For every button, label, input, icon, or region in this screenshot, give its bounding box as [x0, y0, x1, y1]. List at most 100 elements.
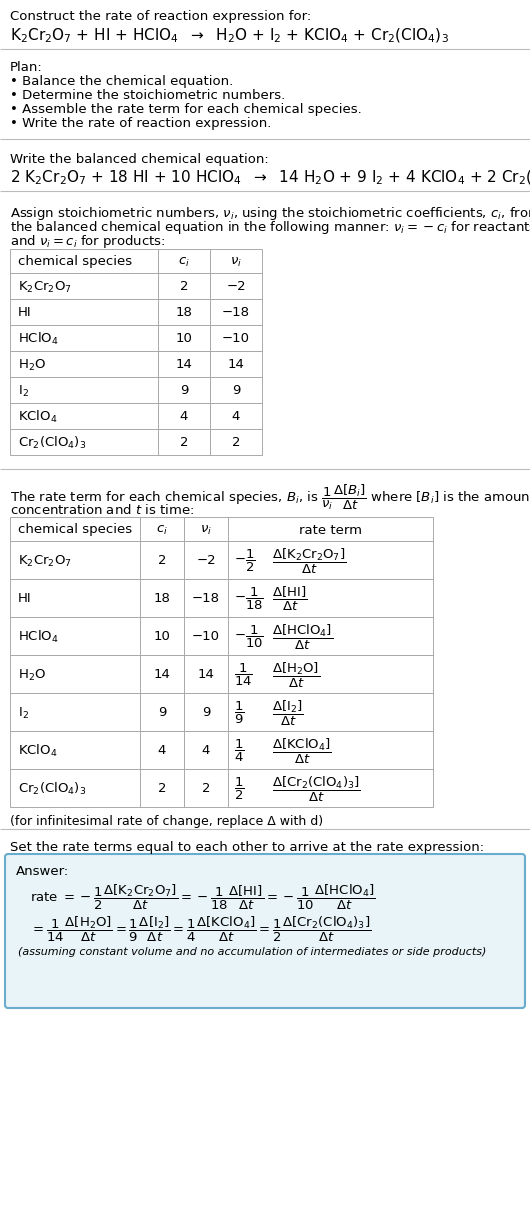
Text: $-\dfrac{1}{18}$: $-\dfrac{1}{18}$ [234, 586, 264, 612]
Bar [228, 693, 433, 731]
Text: 10: 10 [154, 631, 171, 644]
Bar [10, 579, 140, 617]
Bar [228, 617, 433, 655]
Text: • Write the rate of reaction expression.: • Write the rate of reaction expression. [10, 117, 271, 130]
Text: $\dfrac{\Delta[\mathregular{Cr_2(ClO_4)_3}]}{\Delta t}$: $\dfrac{\Delta[\mathregular{Cr_2(ClO_4)_… [272, 774, 361, 803]
Text: 10: 10 [175, 332, 192, 345]
Bar [10, 377, 158, 403]
Text: chemical species: chemical species [18, 256, 132, 268]
Bar [10, 769, 140, 807]
Text: $\nu_i$: $\nu_i$ [230, 255, 242, 268]
Bar [158, 352, 210, 377]
Bar [158, 325, 210, 352]
Bar [140, 693, 184, 731]
Text: 9: 9 [232, 384, 240, 397]
Bar [140, 541, 184, 579]
Bar [158, 403, 210, 429]
Text: 2: 2 [180, 436, 188, 449]
Text: 14: 14 [154, 668, 171, 681]
Text: 18: 18 [175, 307, 192, 319]
Text: $-\dfrac{1}{2}$: $-\dfrac{1}{2}$ [234, 548, 255, 574]
Text: 14: 14 [227, 359, 244, 372]
Bar [10, 655, 140, 693]
Bar [210, 300, 262, 325]
Text: Assign stoichiometric numbers, $\nu_i$, using the stoichiometric coefficients, $: Assign stoichiometric numbers, $\nu_i$, … [10, 205, 530, 222]
FancyBboxPatch shape [5, 854, 525, 1007]
Text: $\mathregular{I_2}$: $\mathregular{I_2}$ [18, 383, 29, 399]
Text: $\mathregular{I_2}$: $\mathregular{I_2}$ [18, 705, 29, 720]
Bar [184, 579, 228, 617]
Bar [10, 517, 140, 541]
Text: $\dfrac{1}{2}$: $\dfrac{1}{2}$ [234, 776, 244, 802]
Bar [210, 249, 262, 273]
Bar [10, 541, 140, 579]
Text: $\mathregular{H_2O}$: $\mathregular{H_2O}$ [18, 668, 46, 683]
Text: $\dfrac{1}{9}$: $\dfrac{1}{9}$ [234, 699, 244, 726]
Bar [184, 731, 228, 769]
Text: 2: 2 [180, 280, 188, 294]
Text: Write the balanced chemical equation:: Write the balanced chemical equation: [10, 153, 269, 165]
Text: $\dfrac{1}{14}$: $\dfrac{1}{14}$ [234, 662, 253, 689]
Text: $\dfrac{\Delta[\mathregular{I_2}]}{\Delta t}$: $\dfrac{\Delta[\mathregular{I_2}]}{\Delt… [272, 698, 304, 727]
Bar [210, 429, 262, 455]
Text: Construct the rate of reaction expression for:: Construct the rate of reaction expressio… [10, 10, 311, 23]
Text: $= \dfrac{1}{14}\dfrac{\Delta[\mathregular{H_2O}]}{\Delta t} = \dfrac{1}{9}\dfra: $= \dfrac{1}{14}\dfrac{\Delta[\mathregul… [30, 914, 372, 945]
Text: Set the rate terms equal to each other to arrive at the rate expression:: Set the rate terms equal to each other t… [10, 841, 484, 854]
Bar [158, 249, 210, 273]
Bar [10, 731, 140, 769]
Text: 9: 9 [202, 707, 210, 720]
Bar [184, 541, 228, 579]
Bar [10, 617, 140, 655]
Text: $\mathregular{KClO_4}$: $\mathregular{KClO_4}$ [18, 743, 58, 759]
Text: rate $= -\dfrac{1}{2}\dfrac{\Delta[\mathregular{K_2Cr_2O_7}]}{\Delta t} = -\dfra: rate $= -\dfrac{1}{2}\dfrac{\Delta[\math… [30, 883, 376, 912]
Text: 2: 2 [232, 436, 240, 449]
Bar [228, 769, 433, 807]
Text: 2: 2 [158, 554, 166, 568]
Text: (for infinitesimal rate of change, replace Δ with d): (for infinitesimal rate of change, repla… [10, 815, 323, 827]
Text: concentration and $t$ is time:: concentration and $t$ is time: [10, 503, 194, 517]
Bar [10, 352, 158, 377]
Text: $c_i$: $c_i$ [178, 255, 190, 268]
Text: −18: −18 [222, 307, 250, 319]
Text: $\nu_i$: $\nu_i$ [200, 523, 212, 536]
Bar [228, 541, 433, 579]
Bar [10, 325, 158, 352]
Text: the balanced chemical equation in the following manner: $\nu_i = -c_i$ for react: the balanced chemical equation in the fo… [10, 219, 530, 236]
Bar [10, 249, 158, 273]
Text: 14: 14 [175, 359, 192, 372]
Bar [210, 273, 262, 300]
Text: 14: 14 [198, 668, 215, 681]
Text: −2: −2 [226, 280, 246, 294]
Text: $\mathregular{Cr_2(ClO_4)_3}$: $\mathregular{Cr_2(ClO_4)_3}$ [18, 780, 86, 797]
Bar [210, 403, 262, 429]
Text: 4: 4 [202, 744, 210, 757]
Bar [210, 377, 262, 403]
Bar [140, 579, 184, 617]
Text: 9: 9 [158, 707, 166, 720]
Bar [140, 617, 184, 655]
Bar [210, 325, 262, 352]
Bar [184, 617, 228, 655]
Text: (assuming constant volume and no accumulation of intermediates or side products): (assuming constant volume and no accumul… [18, 947, 487, 957]
Text: −2: −2 [196, 554, 216, 568]
Bar [140, 655, 184, 693]
Bar [210, 352, 262, 377]
Text: 18: 18 [154, 592, 171, 605]
Text: 2 $\mathregular{K_2Cr_2O_7}$ + 18 HI + 10 $\mathregular{HClO_4}$  $\rightarrow$ : 2 $\mathregular{K_2Cr_2O_7}$ + 18 HI + 1… [10, 169, 530, 187]
Text: $\dfrac{\Delta[\mathregular{H_2O}]}{\Delta t}$: $\dfrac{\Delta[\mathregular{H_2O}]}{\Del… [272, 661, 320, 690]
Text: $\mathregular{HClO_4}$: $\mathregular{HClO_4}$ [18, 629, 59, 645]
Text: Plan:: Plan: [10, 60, 43, 74]
Text: HI: HI [18, 307, 32, 319]
Text: • Assemble the rate term for each chemical species.: • Assemble the rate term for each chemic… [10, 103, 362, 116]
Text: $\dfrac{\Delta[\mathregular{HI}]}{\Delta t}$: $\dfrac{\Delta[\mathregular{HI}]}{\Delta… [272, 585, 307, 614]
Text: $-\dfrac{1}{10}$: $-\dfrac{1}{10}$ [234, 625, 264, 650]
Text: $c_i$: $c_i$ [156, 523, 168, 536]
Bar [158, 429, 210, 455]
Text: rate term: rate term [299, 523, 362, 536]
Bar [228, 655, 433, 693]
Text: $\dfrac{\Delta[\mathregular{KClO_4}]}{\Delta t}$: $\dfrac{\Delta[\mathregular{KClO_4}]}{\D… [272, 737, 332, 766]
Bar [140, 731, 184, 769]
Text: • Determine the stoichiometric numbers.: • Determine the stoichiometric numbers. [10, 89, 285, 101]
Text: 2: 2 [158, 783, 166, 796]
Bar [184, 693, 228, 731]
